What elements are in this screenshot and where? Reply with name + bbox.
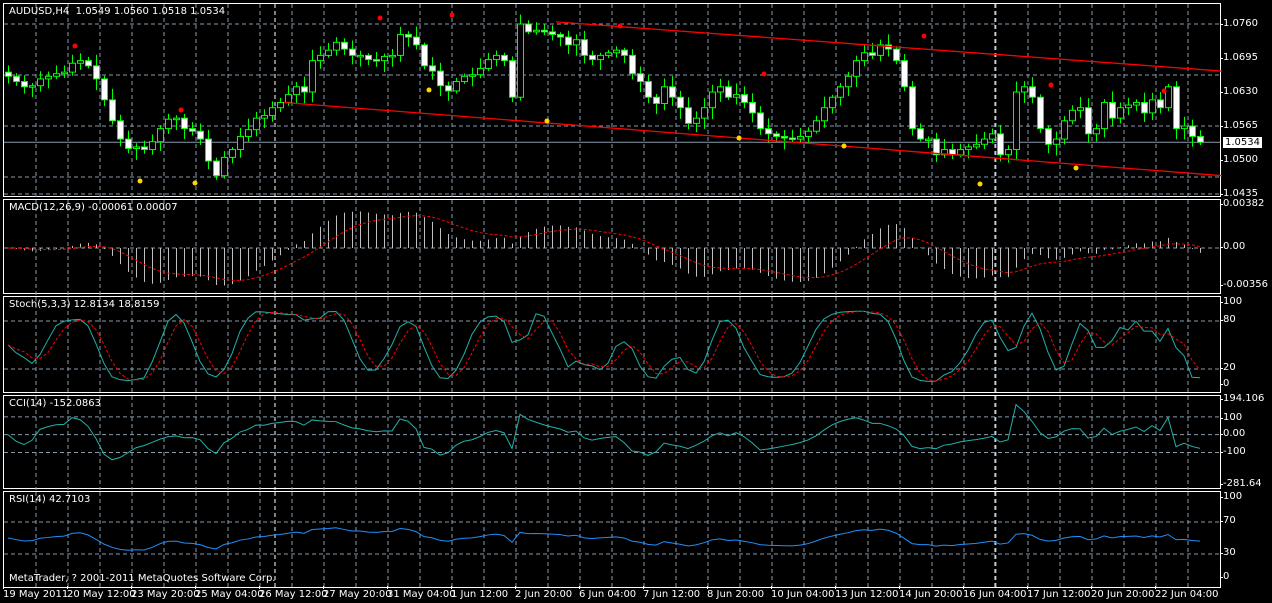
stochastic-label: Stoch(5,3,3) 12.8134 18.8159 xyxy=(9,299,160,310)
x-tick-label: 26 May 12:00 xyxy=(259,586,328,600)
x-tick-label: 6 Jun 04:00 xyxy=(579,586,637,600)
rsi-label: RSI(14) 42.7103 xyxy=(9,494,91,505)
y-tick-label: 100 xyxy=(1219,411,1243,423)
cci-chart xyxy=(4,396,1220,490)
y-tick-label: 194.106 xyxy=(1219,393,1265,404)
candlestick-chart[interactable] xyxy=(4,4,1222,198)
y-tick-label: 0 xyxy=(1219,571,1230,582)
stochastic-chart xyxy=(4,297,1220,394)
y-tick-label: 80 xyxy=(1220,314,1236,325)
x-tick-label: 17 Jun 12:00 xyxy=(1027,586,1091,600)
y-tick-label: 1.0760 xyxy=(1220,18,1258,29)
rsi-chart xyxy=(4,492,1220,589)
current-price-label: 1.0534 xyxy=(1223,137,1262,149)
y-tick-label: 100 xyxy=(1219,296,1243,307)
y-tick-label: 1.0500 xyxy=(1220,154,1258,165)
time-axis[interactable]: 19 May 2011 20 May 12:00 23 May 20:00 25 Ma… xyxy=(3,586,1221,603)
macd-axis: 0.00382 0.00 -0.00356 xyxy=(1219,198,1272,294)
stochastic-pane[interactable]: Stoch(5,3,3) 12.8134 18.8159 xyxy=(3,296,1221,394)
y-tick-label: -0.00356 xyxy=(1220,279,1268,290)
x-tick-label: 8 Jun 20:00 xyxy=(707,586,765,600)
y-tick-label: 0.00382 xyxy=(1219,198,1265,209)
x-tick-label: 31 May 04:00 xyxy=(387,586,456,600)
x-tick-label: 27 May 20:00 xyxy=(323,586,392,600)
symbol-ohlc-label: AUDUSD,H4 1.0549 1.0560 1.0518 1.0534 xyxy=(9,6,226,17)
y-tick-label: 70 xyxy=(1220,515,1236,526)
y-tick-label: 20 xyxy=(1220,362,1236,373)
macd-pane[interactable]: MACD(12,26,9) -0.00061 0.00007 xyxy=(3,199,1221,295)
y-tick-label: 0 xyxy=(1219,378,1230,389)
price-chart-pane[interactable]: AUDUSD,H4 1.0549 1.0560 1.0518 1.0534 xyxy=(3,3,1222,198)
x-tick-label: 19 May 2011 xyxy=(3,586,69,600)
cci-axis: 194.106 100 0.00 -100 -281.64 xyxy=(1219,393,1272,489)
x-tick-label: 10 Jun 04:00 xyxy=(771,586,835,600)
x-tick-label: 23 May 20:00 xyxy=(131,586,200,600)
y-tick-label: 1.0435 xyxy=(1220,188,1258,199)
x-tick-label: 25 May 04:00 xyxy=(195,586,264,600)
x-tick-label: 16 Jun 04:00 xyxy=(963,586,1027,600)
y-tick-label: -100 xyxy=(1220,445,1246,457)
cci-pane[interactable]: CCI(14) -152.0863 xyxy=(3,395,1221,490)
x-tick-label: 13 Jun 12:00 xyxy=(835,586,899,600)
copyright-text: MetaTrader, ? 2001-2011 MetaQuotes Softw… xyxy=(9,573,276,584)
y-tick-label: 1.0695 xyxy=(1220,52,1258,63)
x-tick-label: 7 Jun 12:00 xyxy=(643,586,701,600)
x-tick-label: 2 Jun 20:00 xyxy=(515,586,573,600)
y-tick-label: 30 xyxy=(1220,547,1236,558)
y-tick-label: 1.0630 xyxy=(1220,86,1258,97)
stochastic-axis: 100 80 20 0 xyxy=(1219,296,1272,393)
x-tick-label: 22 Jun 04:00 xyxy=(1155,586,1219,600)
x-tick-label: 1 Jun 12:00 xyxy=(451,586,509,600)
cci-label: CCI(14) -152.0863 xyxy=(9,398,101,409)
y-tick-label: 0.00 xyxy=(1219,427,1246,439)
y-tick-label: -281.64 xyxy=(1220,478,1262,489)
x-tick-label: 20 Jun 20:00 xyxy=(1091,586,1155,600)
macd-chart xyxy=(4,200,1220,295)
x-tick-label: 20 May 12:00 xyxy=(67,586,136,600)
rsi-pane[interactable]: RSI(14) 42.7103 MetaTrader, ? 2001-2011 … xyxy=(3,491,1221,589)
y-tick-label: 1.0565 xyxy=(1220,120,1258,131)
rsi-axis: 100 70 30 0 xyxy=(1219,491,1272,588)
x-tick-label: 14 Jun 20:00 xyxy=(899,586,963,600)
y-tick-label: 0.00 xyxy=(1219,241,1246,252)
macd-label: MACD(12,26,9) -0.00061 0.00007 xyxy=(9,202,178,213)
price-axis[interactable]: 1.0760 1.0695 1.0630 1.0565 1.0500 1.0435 1.05… xyxy=(1220,3,1272,199)
y-tick-label: 100 xyxy=(1219,491,1243,502)
